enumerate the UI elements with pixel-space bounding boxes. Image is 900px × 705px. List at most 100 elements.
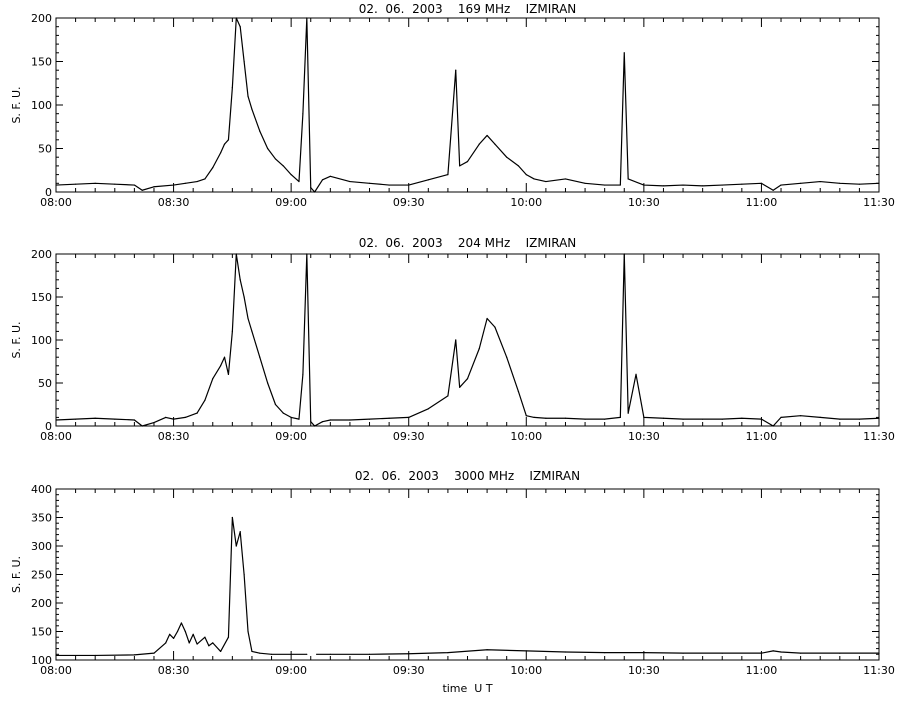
data-point [231, 87, 233, 89]
plot-frame [55, 253, 880, 427]
data-point [239, 26, 241, 28]
data-point [184, 630, 186, 633]
data-point [114, 418, 116, 420]
data-point [878, 417, 880, 419]
data-point [267, 382, 269, 384]
data-point [165, 642, 167, 644]
data-point [760, 652, 763, 654]
y-axis-label: S. F. U. [10, 556, 23, 593]
x-tick-label: 11:00 [746, 664, 778, 677]
y-tick-label: 100 [31, 654, 52, 667]
data-point [494, 143, 496, 145]
data-point [772, 189, 774, 191]
data-point [408, 184, 410, 186]
data-point [94, 182, 96, 184]
data-point [306, 253, 308, 255]
data-point [259, 652, 261, 654]
data-point [368, 653, 371, 655]
data-point [223, 356, 226, 358]
y-tick-label: 0 [45, 186, 52, 199]
x-tick-label: 08:30 [158, 430, 190, 443]
data-point [235, 545, 237, 547]
data-point [584, 418, 586, 420]
plot-frame [55, 17, 880, 193]
y-tick-label: 150 [31, 291, 52, 304]
y-tick-label: 0 [45, 420, 52, 433]
x-tick-label: 08:30 [158, 664, 190, 677]
data-point [682, 652, 684, 654]
data-point [839, 418, 841, 420]
series-line [55, 17, 880, 193]
data-point [212, 378, 214, 380]
data-point [133, 654, 135, 656]
data-point [459, 165, 461, 167]
data-point [760, 182, 763, 184]
data-point [349, 180, 351, 183]
data-point [55, 419, 57, 421]
y-tick-label: 50 [38, 143, 52, 156]
data-point [517, 165, 520, 167]
x-tick-label: 09:30 [393, 430, 425, 443]
data-point [165, 416, 167, 418]
data-point [800, 652, 802, 654]
data-point [176, 630, 179, 633]
x-tick-label: 11:00 [746, 430, 778, 443]
data-point [486, 649, 488, 651]
x-tick-label: 10:00 [510, 430, 542, 443]
data-point [545, 417, 547, 419]
data-point [721, 418, 723, 420]
data-point [662, 417, 665, 419]
data-point [408, 653, 410, 655]
data-point [455, 339, 457, 341]
y-tick-label: 150 [31, 626, 52, 639]
data-point [321, 421, 324, 423]
data-point [55, 654, 57, 657]
data-point [306, 653, 308, 655]
y-tick-label: 200 [31, 597, 52, 610]
data-point [196, 180, 198, 183]
data-point [388, 417, 390, 419]
y-tick-label: 400 [31, 483, 52, 496]
data-point [604, 418, 606, 420]
data-point [74, 418, 77, 420]
data-point [290, 653, 292, 655]
data-point [780, 651, 782, 653]
data-point [243, 296, 245, 298]
x-tick-label: 09:00 [275, 664, 307, 677]
data-point [525, 650, 527, 652]
data-point [662, 185, 665, 187]
data-point [627, 178, 629, 180]
data-point [114, 183, 116, 185]
data-point [316, 653, 318, 655]
data-point [447, 174, 449, 176]
data-point [368, 182, 371, 184]
data-point [302, 373, 304, 375]
data-point [188, 642, 190, 644]
data-point [408, 416, 410, 418]
chart-panel-1: 02. 06. 2003 169 MHz IZMIRAN S. F. U. 0 50 1… [10, 2, 895, 209]
chart-title: 02. 06. 2003 169 MHz IZMIRAN [359, 2, 577, 16]
series-line [55, 253, 880, 427]
data-point [267, 147, 269, 150]
data-point [310, 421, 312, 423]
data-point [141, 425, 143, 427]
data-point [259, 130, 261, 132]
data-point [604, 651, 606, 654]
data-point [623, 52, 625, 54]
data-point [220, 365, 222, 367]
y-tick-label: 100 [31, 334, 52, 347]
data-point [223, 143, 226, 145]
plot-frame [55, 488, 880, 661]
data-point [314, 425, 316, 427]
data-point [282, 165, 284, 167]
data-point [247, 95, 249, 97]
data-point [247, 317, 249, 320]
data-point [204, 399, 206, 401]
x-tick-label: 10:30 [628, 196, 660, 209]
data-point [368, 418, 371, 420]
data-point [94, 654, 96, 657]
data-point [196, 643, 198, 645]
chart-panel-3: 02. 06. 2003 3000 MHz IZMIRAN S. F. U. 100… [10, 469, 895, 695]
data-point [533, 178, 535, 180]
